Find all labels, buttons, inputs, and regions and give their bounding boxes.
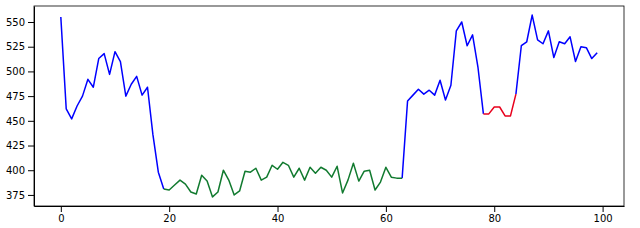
- line-series: [61, 15, 597, 189]
- line-series: [483, 94, 516, 116]
- x-tick-mark: [278, 206, 279, 212]
- y-tick-mark: [28, 96, 34, 97]
- y-tick-mark: [28, 170, 34, 171]
- y-tick-label: 475: [6, 91, 25, 102]
- x-tick-label: 40: [272, 213, 285, 224]
- x-tick-label: 100: [594, 213, 613, 224]
- y-axis: 375 400 425 450 475 500 525 550: [6, 7, 35, 207]
- x-axis: 0 20 40 60 80 100: [35, 206, 625, 224]
- y-tick-mark: [28, 195, 34, 196]
- y-tick: 525: [6, 41, 34, 52]
- y-tick-mark: [28, 47, 34, 48]
- x-tick: 100: [594, 206, 613, 224]
- y-tick-mark: [28, 146, 34, 147]
- y-tick-label: 525: [6, 41, 25, 52]
- y-axis-line: [34, 7, 35, 207]
- x-tick: 0: [58, 206, 64, 224]
- x-tick-label: 20: [163, 213, 176, 224]
- y-tick-label: 425: [6, 140, 25, 151]
- y-tick-label: 400: [6, 165, 25, 176]
- x-tick: 80: [488, 206, 501, 224]
- x-tick-mark: [494, 206, 495, 212]
- y-tick-label: 450: [6, 116, 25, 127]
- lines: [61, 15, 597, 197]
- line-series: [164, 162, 402, 197]
- y-tick-mark: [28, 71, 34, 72]
- y-tick-mark: [28, 121, 34, 122]
- x-tick-mark: [386, 206, 387, 212]
- y-tick-label: 500: [6, 66, 25, 77]
- y-tick: 425: [6, 140, 34, 151]
- y-tick: 550: [6, 17, 34, 28]
- x-tick-label: 60: [380, 213, 393, 224]
- x-tick: 20: [163, 206, 176, 224]
- y-tick: 400: [6, 165, 34, 176]
- y-tick-label: 375: [6, 190, 25, 201]
- y-tick-label: 550: [6, 17, 25, 28]
- x-tick-mark: [61, 206, 62, 212]
- x-tick: 40: [272, 206, 285, 224]
- x-tick-label: 80: [488, 213, 501, 224]
- x-tick-mark: [169, 206, 170, 212]
- plot: 0 20 40 60 80 100 375 400 425 450 475 500 525 550: [6, 6, 625, 224]
- y-tick: 375: [6, 190, 34, 201]
- chart: 0 20 40 60 80 100 375 400 425 450 475 500 525 550: [0, 0, 640, 228]
- plot-frame: [34, 6, 624, 206]
- x-tick: 60: [380, 206, 393, 224]
- x-axis-line: [35, 206, 625, 207]
- x-tick-mark: [603, 206, 604, 212]
- y-tick: 450: [6, 116, 34, 127]
- y-tick-mark: [28, 22, 34, 23]
- y-tick: 475: [6, 91, 34, 102]
- x-tick-label: 0: [58, 213, 64, 224]
- y-tick: 500: [6, 66, 34, 77]
